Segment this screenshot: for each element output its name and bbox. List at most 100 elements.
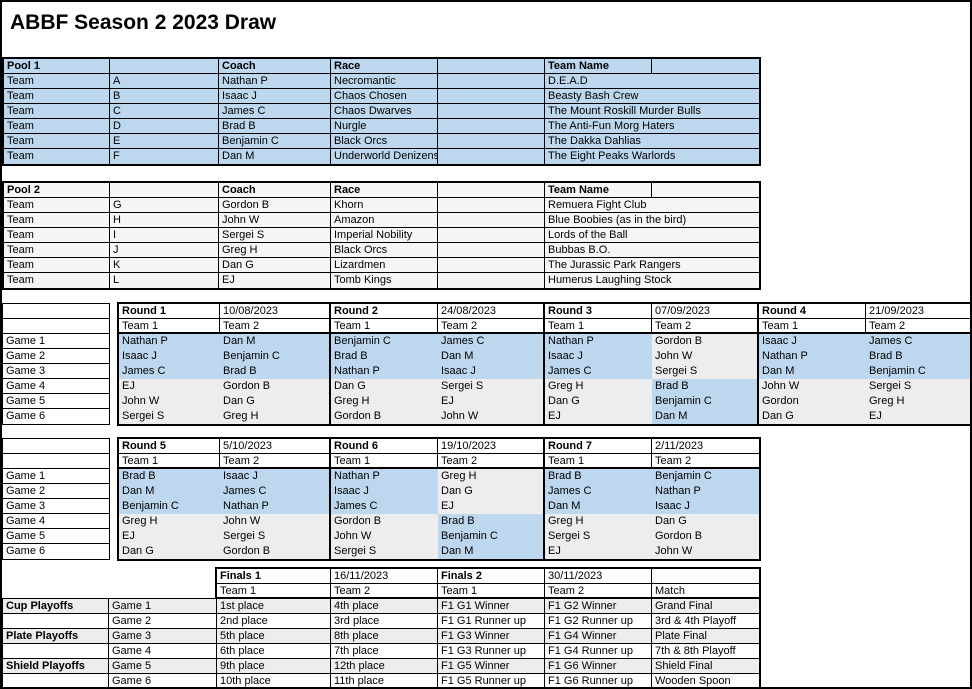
matchup-team1-cell[interactable]: Sergei S [331, 544, 438, 559]
team-name-cell[interactable]: Remuera Fight Club [545, 198, 759, 213]
qualifier-cell[interactable]: F1 G5 Runner up [438, 674, 545, 687]
finals-date-header[interactable]: 30/11/2023 [545, 569, 652, 584]
coach-cell[interactable]: EJ [219, 273, 331, 288]
matchup-team2-cell[interactable]: Gordon B [652, 529, 759, 544]
game-label-cell[interactable]: Game 1 [3, 469, 109, 484]
matchup-team1-cell[interactable]: EJ [119, 529, 220, 544]
qualifier-cell[interactable]: F1 G4 Winner [545, 629, 652, 644]
round-date-header[interactable]: 21/09/2023 [866, 304, 970, 319]
match-name-cell[interactable]: 7th & 8th Playoff [652, 644, 759, 659]
team-name-header[interactable]: Team Name [545, 183, 652, 198]
matchup-team1-cell[interactable]: Brad B [331, 349, 438, 364]
matchup-team2-cell[interactable]: Benjamin C [866, 364, 970, 379]
team-letter-cell[interactable]: A [110, 74, 219, 89]
placement-cell[interactable]: 6th place [217, 644, 331, 659]
team2-header[interactable]: Team 2 [438, 454, 545, 469]
matchup-team1-cell[interactable]: John W [119, 394, 220, 409]
matchup-team1-cell[interactable]: Isaac J [759, 334, 866, 349]
race-cell[interactable]: Chaos Dwarves [331, 104, 438, 119]
race-cell[interactable]: Nurgle [331, 119, 438, 134]
game-label-cell[interactable]: Game 6 [6, 410, 46, 422]
matchup-team1-cell[interactable]: Greg H [545, 379, 652, 394]
matchup-team2-cell[interactable]: Dan G [438, 484, 545, 499]
match-name-cell[interactable]: Shield Final [652, 659, 759, 674]
round-date-header[interactable]: 07/09/2023 [652, 304, 759, 319]
matchup-team2-cell[interactable]: Nathan P [220, 499, 331, 514]
placement-cell[interactable]: 1st place [217, 599, 331, 614]
matchup-team2-cell[interactable]: Isaac J [220, 469, 331, 484]
qualifier-cell[interactable]: F1 G3 Winner [438, 629, 545, 644]
team-letter-cell[interactable]: H [110, 213, 219, 228]
team-label-cell[interactable]: Team [4, 134, 110, 149]
round-name-header[interactable]: Round 3 [545, 304, 652, 319]
game-label-cell[interactable]: Game 3 [3, 499, 109, 514]
team-name-cell[interactable]: Humerus Laughing Stock [545, 273, 759, 288]
playoff-group-cell[interactable]: Shield Playoffs [3, 659, 109, 674]
matchup-team1-cell[interactable]: James C [545, 484, 652, 499]
matchup-team1-cell[interactable]: Dan G [545, 394, 652, 409]
qualifier-cell[interactable]: F1 G2 Runner up [545, 614, 652, 629]
game-label-cell[interactable]: Game 4 [3, 379, 109, 394]
matchup-team2-cell[interactable]: Nathan P [652, 484, 759, 499]
coach-cell[interactable]: John W [219, 213, 331, 228]
matchup-team1-cell[interactable]: Nathan P [331, 469, 438, 484]
matchup-team1-cell[interactable]: Brad B [119, 469, 220, 484]
matchup-team2-cell[interactable]: Isaac J [438, 364, 545, 379]
matchup-team2-cell[interactable]: Greg H [220, 409, 331, 424]
match-name-cell[interactable]: Plate Final [652, 629, 759, 644]
matchup-team2-cell[interactable]: Benjamin C [438, 529, 545, 544]
coach-header[interactable]: Coach [219, 59, 331, 74]
race-cell[interactable]: Amazon [331, 213, 438, 228]
matchup-team2-cell[interactable]: Greg H [866, 394, 970, 409]
team-name-cell[interactable]: Bubbas B.O. [545, 243, 759, 258]
team-name-cell[interactable]: The Dakka Dahlias [545, 134, 759, 149]
placement-cell[interactable]: 8th place [331, 629, 438, 644]
matchup-team1-cell[interactable]: Greg H [331, 394, 438, 409]
qualifier-cell[interactable]: F1 G6 Winner [545, 659, 652, 674]
matchup-team2-cell[interactable]: Sergei S [652, 364, 759, 379]
matchup-team1-cell[interactable]: Sergei S [545, 529, 652, 544]
team-label-cell[interactable]: Team [4, 258, 110, 273]
placement-cell[interactable]: 11th place [331, 674, 438, 687]
team1-header[interactable]: Team 1 [759, 319, 866, 334]
team2-header[interactable]: Team 2 [652, 319, 759, 334]
playoff-group-cell[interactable]: Plate Playoffs [3, 629, 109, 644]
round-name-header[interactable]: Round 6 [331, 439, 438, 454]
match-name-cell[interactable]: Wooden Spoon [655, 675, 731, 687]
race-header[interactable]: Race [331, 183, 438, 198]
team-name-cell[interactable]: The Mount Roskill Murder Bulls [545, 104, 759, 119]
coach-cell[interactable]: Benjamin C [219, 134, 331, 149]
matchup-team2-cell[interactable]: Dan M [652, 409, 759, 424]
matchup-team1-cell[interactable]: Nathan P [119, 334, 220, 349]
coach-cell[interactable]: Gordon B [219, 198, 331, 213]
matchup-team2-cell[interactable]: Gordon B [652, 334, 759, 349]
team2-header[interactable]: Team 2 [545, 584, 652, 599]
matchup-team2-cell[interactable]: Sergei S [866, 379, 970, 394]
team1-header[interactable]: Team 1 [438, 584, 545, 599]
matchup-team1-cell[interactable]: Dan G [759, 409, 866, 424]
matchup-team2-cell[interactable]: John W [438, 409, 545, 424]
matchup-team2-cell[interactable]: Dan M [438, 349, 545, 364]
team-letter-cell[interactable]: B [110, 89, 219, 104]
matchup-team2-cell[interactable]: James C [866, 334, 970, 349]
round-date-header[interactable]: 24/08/2023 [438, 304, 545, 319]
placement-cell[interactable]: 10th place [217, 674, 331, 687]
matchup-team2-cell[interactable]: EJ [866, 409, 970, 424]
race-cell[interactable]: Tomb Kings [331, 273, 438, 288]
coach-cell[interactable]: Isaac J [219, 89, 331, 104]
matchup-team2-cell[interactable]: Gordon B [220, 379, 331, 394]
placement-cell[interactable]: 3rd place [331, 614, 438, 629]
coach-cell[interactable]: Greg H [219, 243, 331, 258]
match-name-cell[interactable]: Grand Final [652, 599, 759, 614]
matchup-team2-cell[interactable]: James C [438, 334, 545, 349]
matchup-team1-cell[interactable]: John W [759, 379, 866, 394]
game-label-cell[interactable]: Game 6 [6, 545, 46, 557]
matchup-team1-cell[interactable]: Dan G [119, 544, 220, 559]
matchup-team2-cell[interactable]: Dan G [220, 394, 331, 409]
finals-name-header[interactable]: Finals 2 [438, 569, 545, 584]
placement-cell[interactable]: 7th place [331, 644, 438, 659]
matchup-team2-cell[interactable]: Brad B [866, 349, 970, 364]
matchup-team2-cell[interactable]: John W [652, 544, 759, 559]
team2-header[interactable]: Team 2 [438, 319, 545, 334]
matchup-team1-cell[interactable]: Isaac J [545, 349, 652, 364]
